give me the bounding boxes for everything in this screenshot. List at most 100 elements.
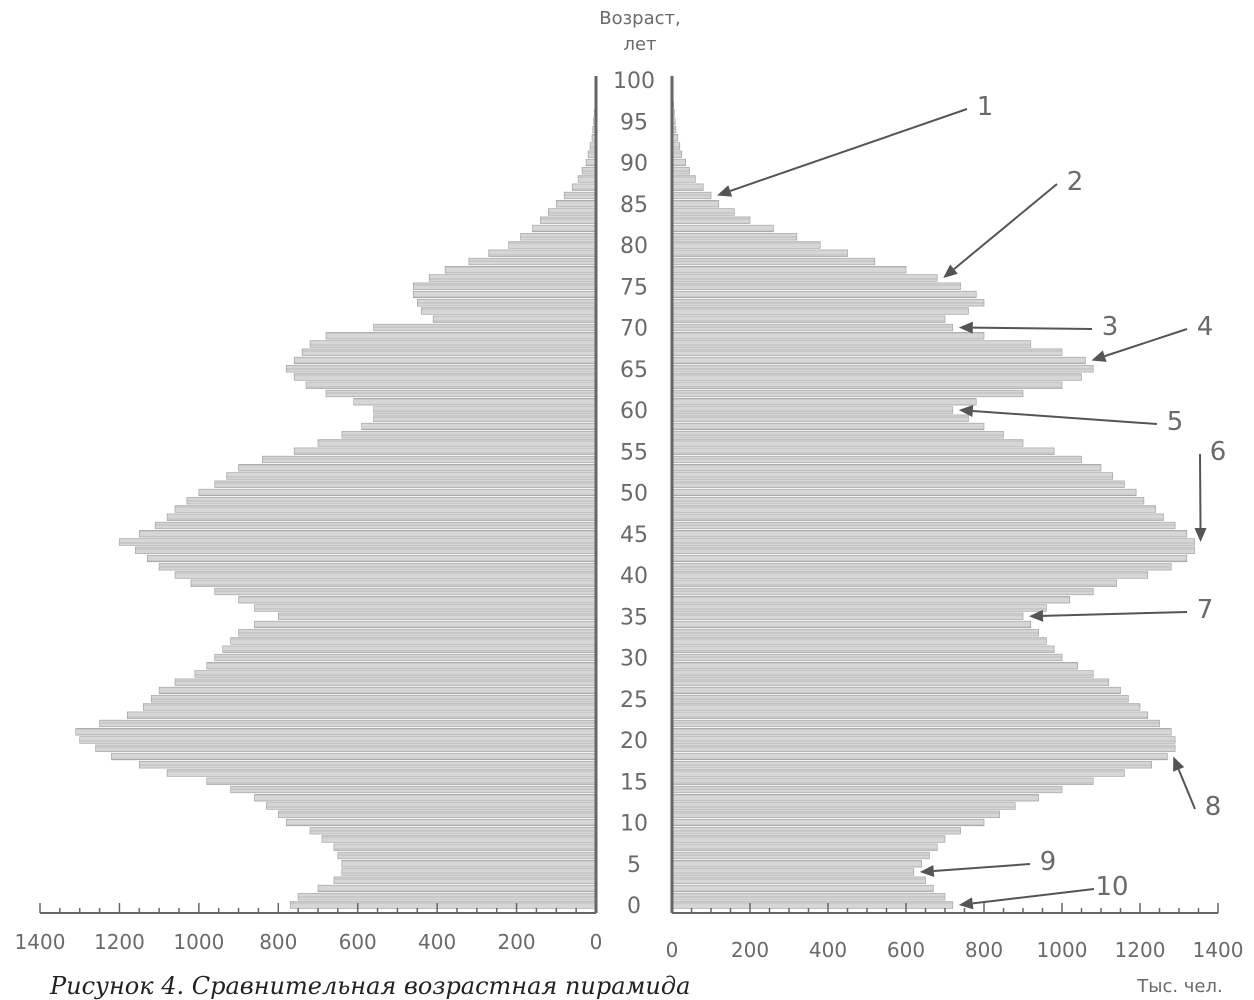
bar-right-age-17	[671, 761, 1153, 769]
bar-left-age-63	[305, 381, 597, 389]
annotation-label-7: 7	[1197, 595, 1214, 625]
bar-left-age-18	[111, 752, 597, 761]
bar-left-age-22	[99, 719, 597, 728]
bar-left-age-89	[581, 167, 597, 175]
bar-right-age-66	[671, 356, 1086, 365]
bar-left-age-76	[428, 274, 597, 282]
bar-left-age-86	[563, 191, 597, 200]
annotation-arrow-line-10	[972, 888, 1095, 905]
bar-left-age-30	[214, 653, 597, 662]
annotation-label-4: 4	[1197, 312, 1214, 342]
bar-left-age-4	[341, 868, 597, 876]
bar-left-age-25	[150, 695, 597, 703]
bar-right-age-70	[671, 323, 954, 332]
bar-right-age-30	[671, 653, 1063, 662]
bar-left-age-29	[206, 662, 597, 670]
age-tick-label: 5	[627, 853, 641, 878]
bar-left-age-31	[222, 645, 597, 653]
bar-left-age-37	[238, 596, 597, 604]
bar-left-age-28	[194, 670, 597, 678]
bar-left-age-55	[293, 447, 597, 455]
bar-right-age-15	[671, 777, 1094, 785]
bar-left-age-79	[488, 249, 597, 257]
bar-right-age-67	[671, 348, 1063, 356]
bar-right-age-9	[671, 827, 961, 835]
bar-right-age-76	[671, 274, 938, 282]
bar-left-age-45	[138, 530, 597, 538]
bar-left-age-66	[293, 356, 597, 365]
annotation-arrow-line-5	[972, 409, 1158, 425]
bar-right-age-77	[671, 266, 907, 274]
bar-left-age-54	[262, 455, 597, 464]
x-axis-unit-label: Тыс. чел.	[1136, 976, 1222, 997]
bar-left-age-81	[520, 233, 597, 241]
bar-right-age-31	[671, 645, 1055, 653]
bar-right-age-21	[671, 728, 1172, 736]
bar-right-age-35	[671, 612, 1024, 620]
bar-right-age-56	[671, 439, 1024, 447]
bar-left-age-59	[373, 414, 597, 422]
age-tick-label: 55	[620, 440, 648, 465]
x-tick-label-left: 400	[418, 930, 456, 954]
bar-right-age-14	[671, 785, 1063, 794]
bar-left-age-34	[254, 620, 597, 629]
bar-right-age-65	[671, 365, 1094, 373]
bar-right-age-50	[671, 488, 1137, 497]
bar-right-age-8	[671, 835, 946, 843]
bar-right-age-19	[671, 744, 1176, 752]
bar-right-age-41	[671, 563, 1172, 571]
bar-left-age-82	[532, 224, 597, 233]
bar-right-age-54	[671, 455, 1082, 464]
annotation-label-3: 3	[1102, 312, 1119, 342]
bar-right-age-44	[671, 538, 1195, 546]
bar-right-age-24	[671, 703, 1141, 711]
age-tick-label: 50	[620, 482, 648, 507]
bar-left-age-56	[317, 439, 597, 447]
right-bars-group	[671, 76, 1195, 909]
annotation-arrow-line-2	[953, 183, 1058, 270]
bar-left-age-47	[166, 513, 597, 521]
annotation-arrow-head-4	[1091, 350, 1107, 362]
bar-right-age-5	[671, 860, 922, 868]
bar-left-age-68	[309, 340, 597, 348]
bar-right-age-43	[671, 546, 1195, 554]
bar-right-age-81	[671, 233, 798, 241]
annotation-arrow-head-6	[1194, 527, 1207, 542]
bar-right-age-53	[671, 464, 1102, 472]
bar-left-age-85	[555, 200, 597, 208]
bar-left-age-17	[138, 761, 597, 769]
x-tick-label-right: 200	[731, 938, 769, 962]
y-axis-title-line1: Возраст,	[599, 8, 681, 29]
bar-right-age-55	[671, 447, 1055, 455]
bar-right-age-27	[671, 678, 1110, 686]
figure-caption: Рисунок 4. Сравнительная возрастная пира…	[50, 972, 691, 1000]
bar-right-age-63	[671, 381, 1063, 389]
bar-right-age-38	[671, 587, 1094, 596]
age-tick-label: 10	[620, 812, 648, 837]
bar-left-age-43	[135, 546, 597, 554]
bar-right-age-61	[671, 398, 977, 406]
bar-left-age-15	[206, 777, 597, 785]
bar-right-age-1	[671, 893, 946, 901]
bar-right-age-26	[671, 686, 1121, 695]
x-tick-label-right: 400	[809, 938, 847, 962]
bar-right-age-23	[671, 711, 1149, 719]
bar-right-age-57	[671, 431, 1004, 439]
bar-left-age-7	[333, 843, 597, 851]
x-tick-label-right: 1200	[1115, 938, 1166, 962]
x-tick-label-right: 0	[666, 938, 679, 962]
bar-right-age-40	[671, 571, 1149, 579]
bar-left-age-84	[548, 208, 597, 216]
bar-left-age-75	[413, 282, 597, 290]
bar-right-age-18	[671, 752, 1168, 761]
bar-left-age-13	[254, 794, 597, 802]
x-tick-label-right: 1400	[1193, 938, 1244, 962]
bar-left-age-61	[353, 398, 597, 406]
annotations-group: 1 2 3 4 56 7 8 9 10	[717, 92, 1226, 910]
annotation-arrow-head-1	[717, 185, 733, 197]
bar-right-age-89	[671, 167, 690, 175]
annotation-label-9: 9	[1040, 847, 1057, 877]
bar-right-age-32	[671, 637, 1047, 645]
age-tick-label: 75	[620, 275, 648, 300]
